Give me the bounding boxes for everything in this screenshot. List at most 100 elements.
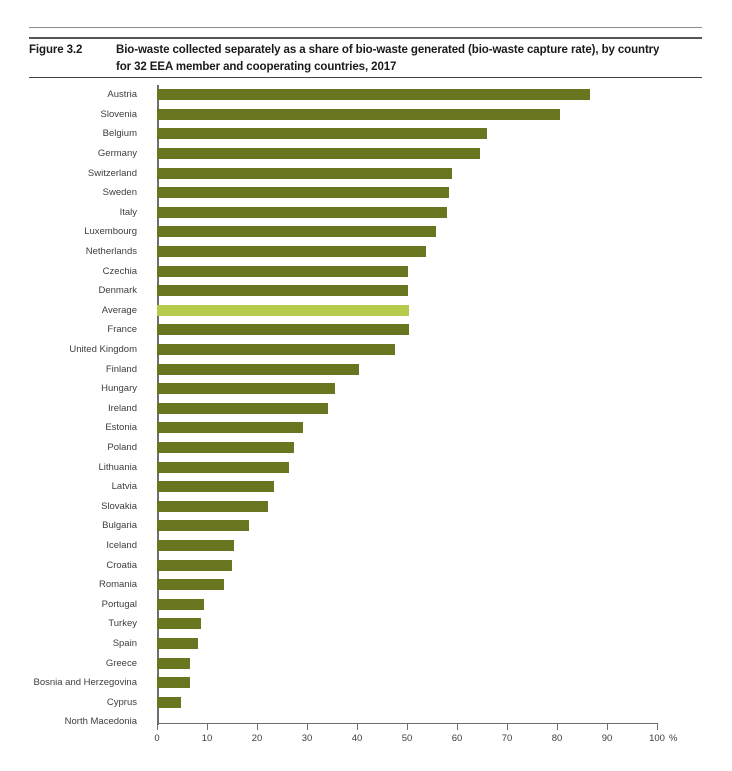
bar	[157, 148, 480, 160]
bar	[157, 324, 409, 336]
x-axis-tick	[207, 723, 209, 730]
category-label: Croatia	[106, 559, 137, 571]
chart-row: Estonia	[0, 418, 732, 438]
chart-row: Spain	[0, 634, 732, 654]
bar	[157, 500, 268, 512]
bar	[157, 461, 289, 473]
bar	[157, 539, 234, 551]
bar	[157, 677, 190, 689]
bar	[157, 559, 232, 571]
bar	[157, 598, 204, 610]
chart-row: North Macedonia	[0, 712, 732, 732]
x-axis-tick-label: 20	[251, 733, 263, 744]
category-label: Denmark	[98, 285, 137, 297]
chart-row: Germany	[0, 144, 732, 164]
bar-cell	[147, 163, 732, 183]
plot-area: Austria Slovenia Belgium Germany Switzerland…	[0, 85, 732, 727]
bar-cell	[147, 399, 732, 419]
x-axis-tick	[357, 723, 359, 730]
chart-row: Portugal	[0, 594, 732, 614]
x-axis-tick	[307, 723, 309, 730]
chart-row: Netherlands	[0, 242, 732, 262]
chart-row: Switzerland	[0, 163, 732, 183]
chart-row: France	[0, 320, 732, 340]
chart-row: Bulgaria	[0, 516, 732, 536]
header-rule-top	[29, 27, 702, 28]
bar-cell	[147, 516, 732, 536]
bar-cell	[147, 222, 732, 242]
header-rule-second	[29, 37, 702, 39]
bar	[157, 285, 408, 297]
bar	[157, 383, 335, 395]
chart-row: Croatia	[0, 555, 732, 575]
bar	[157, 304, 409, 316]
page-title: Bio-waste collected separately as a shar…	[116, 44, 660, 73]
x-axis-unit-label: %	[669, 733, 678, 744]
bar-cell	[147, 634, 732, 654]
bar	[157, 637, 198, 649]
bar-cell	[147, 673, 732, 693]
bar-cell	[147, 692, 732, 712]
category-label: Slovenia	[100, 108, 137, 120]
chart-row: Latvia	[0, 477, 732, 497]
bar-cell	[147, 653, 732, 673]
chart-row: Italy	[0, 203, 732, 223]
bar	[157, 246, 426, 258]
category-label: North Macedonia	[64, 716, 137, 728]
bar-cell	[147, 261, 732, 281]
chart-row: Hungary	[0, 379, 732, 399]
bar	[157, 441, 294, 453]
category-label: Germany	[97, 148, 137, 160]
bar-cell	[147, 496, 732, 516]
x-axis-tick-label: 80	[551, 733, 563, 744]
x-axis-tick-label: 10	[201, 733, 213, 744]
chart-row: Luxembourg	[0, 222, 732, 242]
category-label: France	[107, 324, 137, 336]
x-axis-tick-label: 90	[601, 733, 613, 744]
category-label: Czechia	[102, 265, 137, 277]
x-axis-tick-label: 0	[154, 733, 160, 744]
category-label: Hungary	[101, 383, 137, 395]
category-label: Cyprus	[106, 696, 137, 708]
chart-row: Belgium	[0, 124, 732, 144]
bar	[157, 657, 190, 669]
chart-row: Poland	[0, 438, 732, 458]
category-label: Greece	[105, 657, 137, 669]
category-label: Ireland	[107, 402, 137, 414]
x-axis-tick	[557, 723, 559, 730]
category-label: Italy	[119, 206, 137, 218]
category-label: Luxembourg	[84, 226, 137, 238]
chart-row: Denmark	[0, 281, 732, 301]
bar	[157, 696, 181, 708]
bar	[157, 206, 447, 218]
chart-row: Greece	[0, 653, 732, 673]
bar-cell	[147, 242, 732, 262]
chart-row: Iceland	[0, 536, 732, 556]
title-underline-rule	[29, 77, 702, 78]
chart-row: Austria	[0, 85, 732, 105]
bar-cell	[147, 144, 732, 164]
x-axis-tick	[507, 723, 509, 730]
bar-cell	[147, 85, 732, 105]
bar	[157, 167, 452, 179]
category-label: Sweden	[102, 187, 137, 199]
x-axis-tick-label: 50	[401, 733, 413, 744]
bar-cell	[147, 340, 732, 360]
bar-cell	[147, 594, 732, 614]
bar-cell	[147, 320, 732, 340]
chart-row: Slovenia	[0, 105, 732, 125]
category-label: Iceland	[106, 539, 137, 551]
bar	[157, 265, 408, 277]
chart-row: Bosnia and Herzegovina	[0, 673, 732, 693]
category-label: Finland	[105, 363, 137, 375]
bar	[157, 226, 436, 238]
bar-cell	[147, 575, 732, 595]
bar	[157, 363, 359, 375]
bar-cell	[147, 301, 732, 321]
category-label: Bosnia and Herzegovina	[33, 677, 137, 689]
bar	[157, 618, 201, 630]
x-axis-tick-label: 30	[301, 733, 313, 744]
x-axis-tick-label: 100	[649, 733, 665, 744]
bar-cell	[147, 105, 732, 125]
